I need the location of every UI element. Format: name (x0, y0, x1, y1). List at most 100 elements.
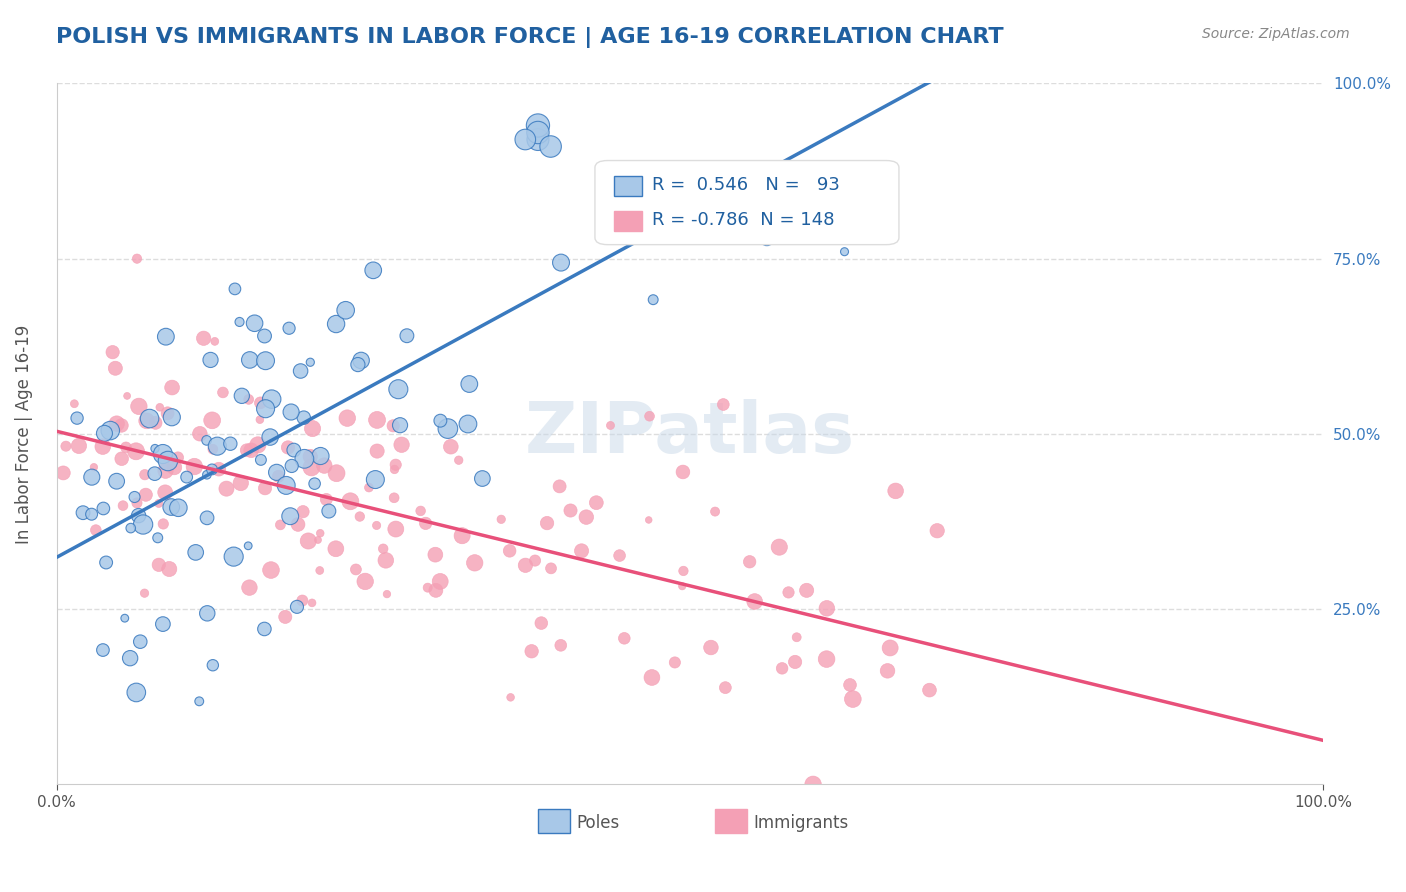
Point (637, 513, 659, 527)
Point (105, 417, 128, 431)
Point (163, 460, 186, 475)
Point (451, 529, 474, 543)
Point (416, 581, 439, 595)
Point (309, 526, 332, 541)
Point (83, 460, 105, 475)
Point (429, 414, 451, 428)
Point (515, 132, 537, 146)
Point (260, 392, 283, 406)
Point (238, 539, 260, 553)
Point (212, 385, 235, 400)
Point (548, 479, 571, 493)
Point (447, 453, 470, 467)
Point (229, 475, 252, 490)
Point (285, 599, 308, 614)
Point (146, 531, 169, 545)
Point (530, 616, 553, 631)
Point (834, 244, 856, 259)
Point (575, 510, 598, 524)
Point (927, 524, 949, 538)
Point (93, 501, 115, 516)
Point (91, 440, 114, 454)
Point (429, 574, 451, 589)
Point (111, 499, 134, 513)
Text: R = -0.786  N = 148: R = -0.786 N = 148 (652, 211, 834, 229)
Point (129, 634, 152, 648)
Point (292, 505, 315, 519)
Point (160, 380, 183, 394)
Point (253, 329, 276, 343)
Point (249, 396, 271, 410)
Point (778, 585, 800, 599)
Point (744, 594, 766, 608)
Point (167, 500, 190, 515)
Point (672, 564, 695, 578)
Point (238, 581, 260, 595)
Point (375, 587, 398, 601)
Point (409, 504, 432, 518)
Point (297, 533, 319, 548)
Point (515, 558, 537, 573)
Point (786, 630, 808, 644)
Point (152, 516, 174, 531)
Point (366, 518, 388, 533)
Point (152, 617, 174, 632)
Point (498, 544, 520, 558)
Point (672, 465, 695, 479)
Point (437, 421, 460, 435)
Point (350, 353, 373, 368)
Point (361, 263, 384, 277)
Point (72, 506, 94, 520)
Point (783, 655, 806, 669)
Point (115, 389, 138, 403)
Point (120, 651, 142, 665)
Point (613, 632, 636, 646)
Point (384, 458, 406, 472)
Point (243, 316, 266, 330)
Point (276, 478, 298, 492)
Point (339, 494, 361, 508)
Point (195, 511, 218, 525)
Text: POLISH VS IMMIGRANTS IN LABOR FORCE | AGE 16-19 CORRELATION CHART: POLISH VS IMMIGRANTS IN LABOR FORCE | AG… (56, 27, 1004, 48)
Point (207, 439, 229, 453)
Point (770, 661, 793, 675)
Point (520, 644, 543, 658)
Point (93, 426, 115, 441)
Point (114, 611, 136, 625)
Point (195, 467, 218, 482)
Point (384, 462, 406, 476)
Point (524, 553, 547, 567)
Point (738, 555, 761, 569)
Point (879, 640, 901, 655)
Text: Immigrants: Immigrants (754, 814, 849, 832)
Point (385, 522, 408, 536)
Point (395, 328, 418, 343)
Point (143, 442, 166, 456)
Point (499, 690, 522, 705)
FancyBboxPatch shape (595, 161, 898, 244)
Point (700, 640, 723, 655)
Point (135, 488, 157, 502)
Point (105, 474, 128, 488)
Point (309, 449, 332, 463)
Point (609, 549, 631, 563)
Point (184, 545, 207, 559)
Point (193, 331, 215, 345)
Point (336, 411, 359, 425)
Point (128, 400, 150, 414)
Point (238, 392, 260, 407)
Text: R =  0.546   N =   93: R = 0.546 N = 93 (652, 176, 839, 194)
Point (156, 454, 179, 468)
Point (138, 411, 160, 425)
Point (301, 421, 323, 435)
Point (292, 410, 315, 425)
Point (366, 413, 388, 427)
Point (364, 473, 387, 487)
Point (299, 355, 322, 369)
Point (918, 683, 941, 698)
Point (125, 444, 148, 458)
Point (253, 481, 276, 495)
Point (204, 334, 226, 349)
Point (638, 409, 661, 424)
Y-axis label: In Labor Force | Age 16-19: In Labor Force | Age 16-19 (15, 325, 32, 543)
